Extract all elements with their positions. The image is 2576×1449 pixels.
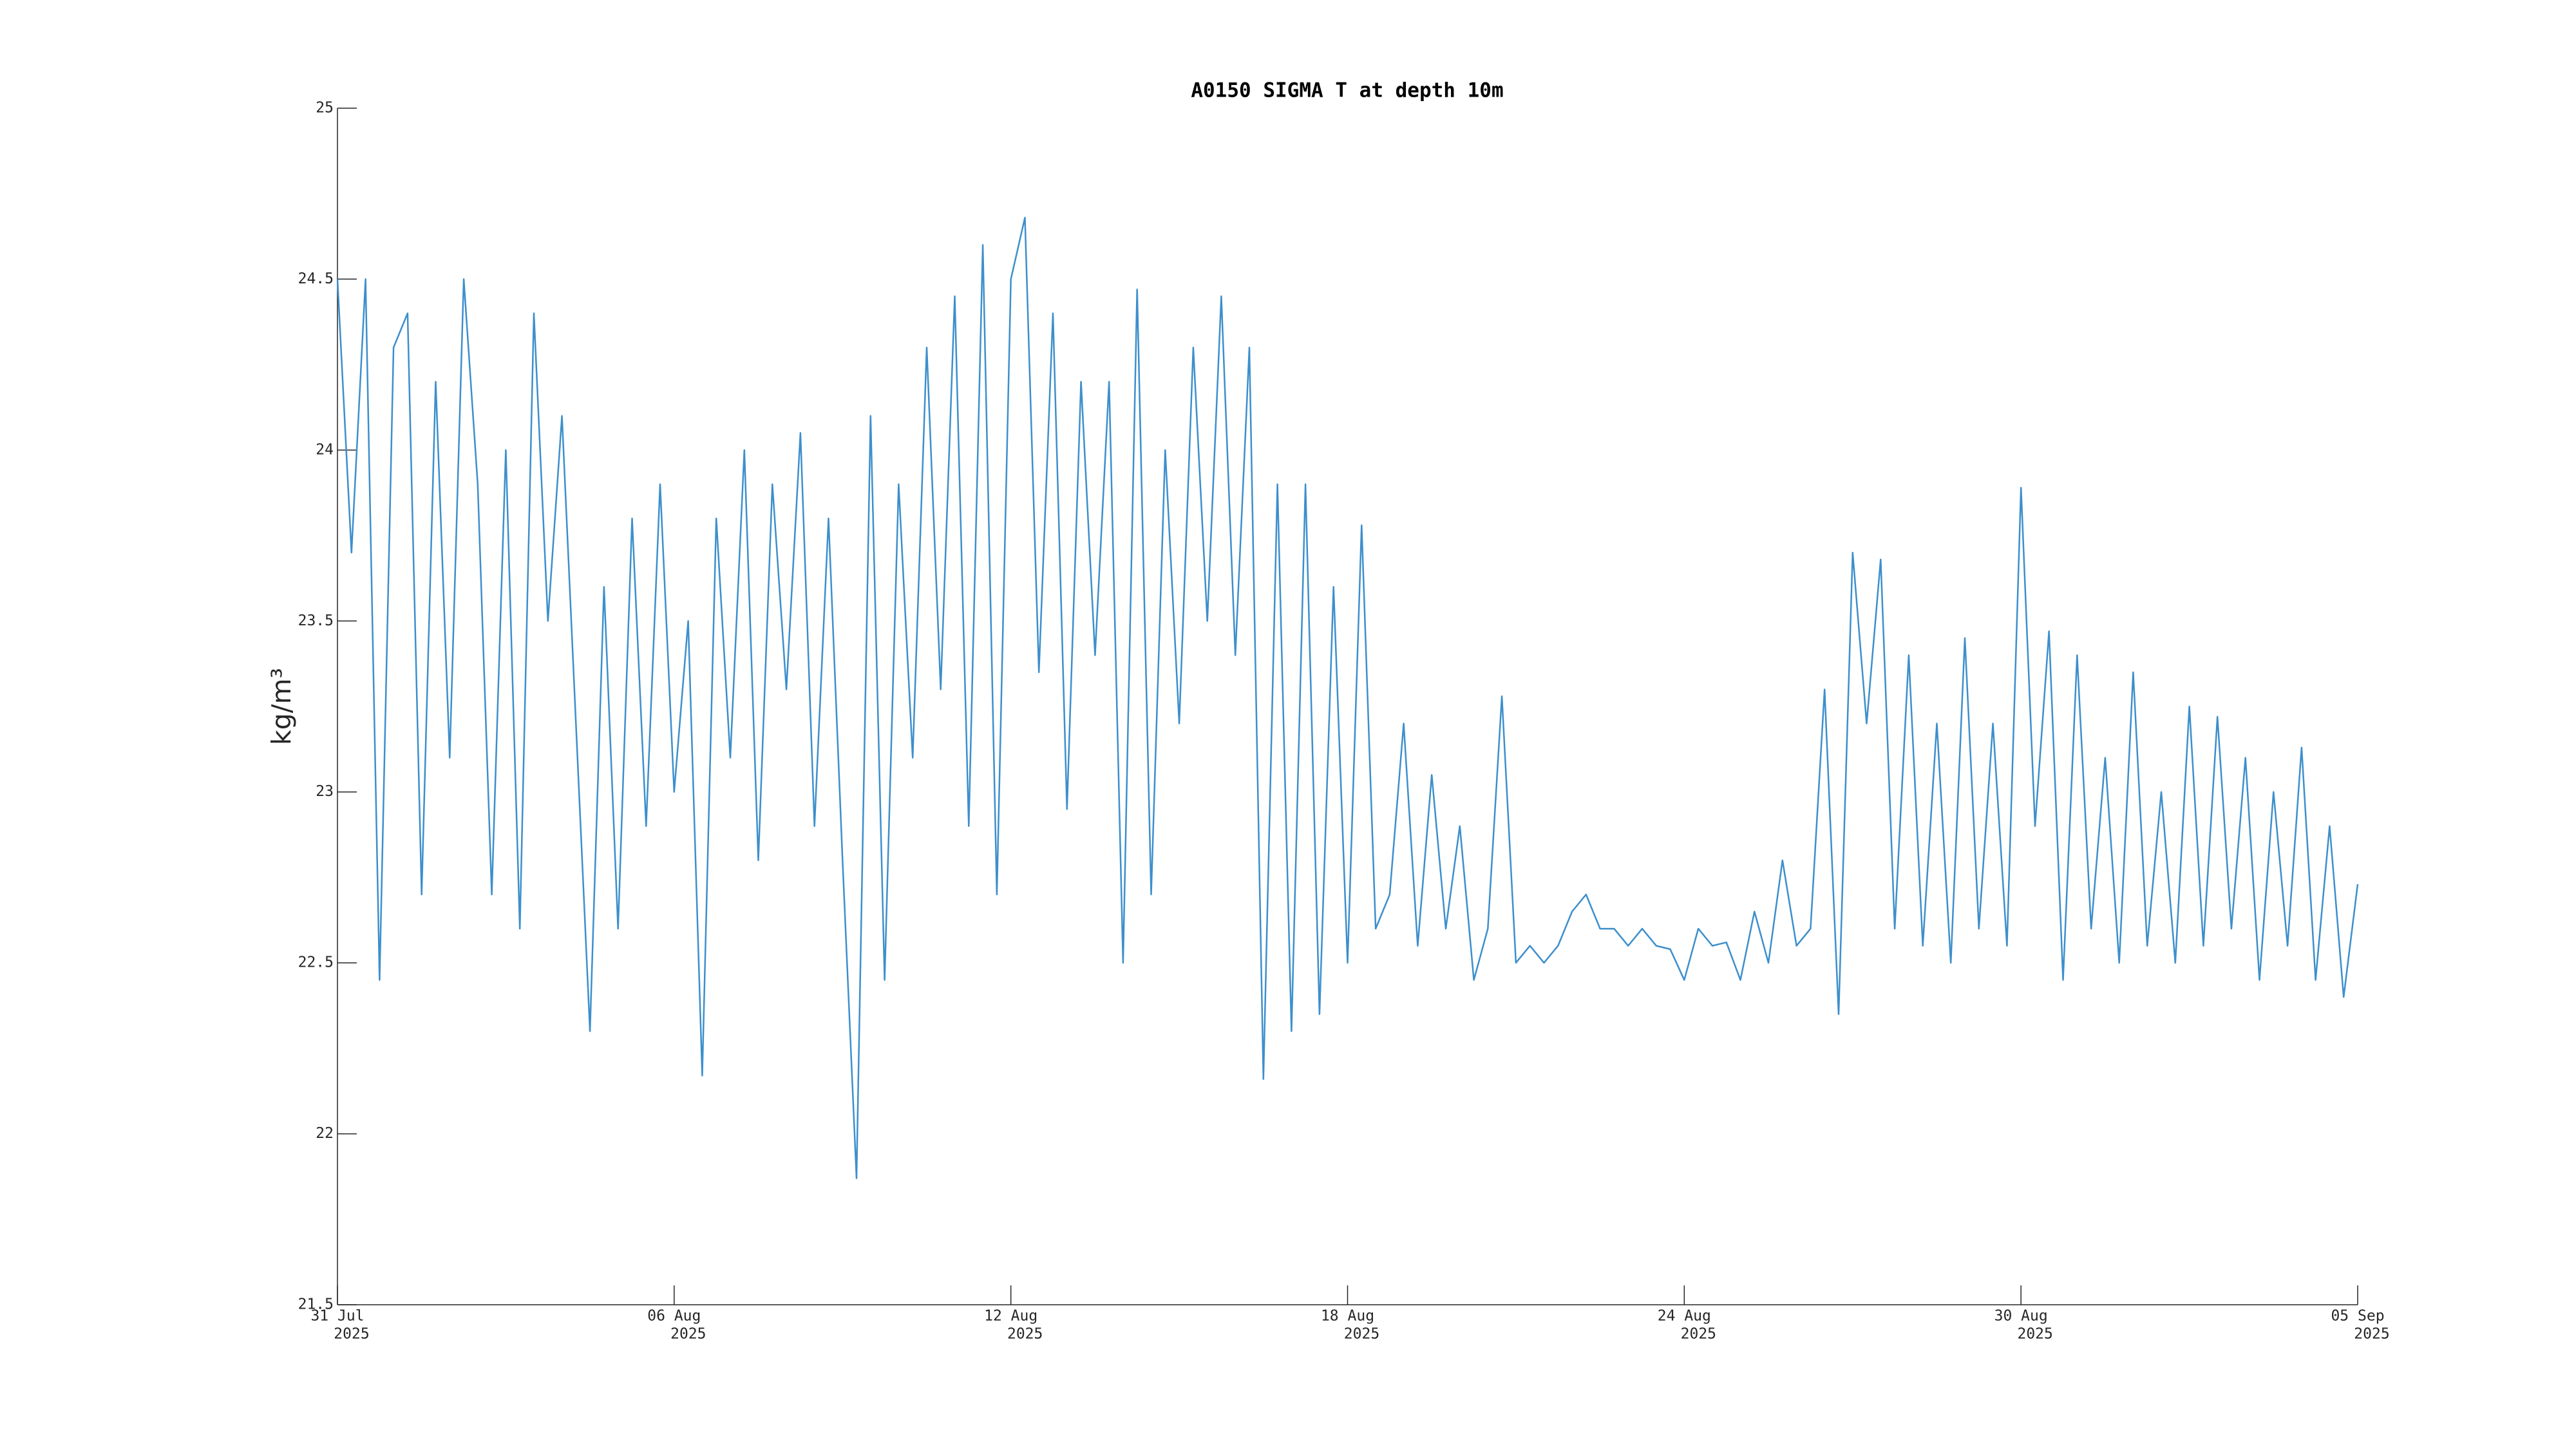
x-tick-sublabel: 2025	[2017, 1326, 2052, 1343]
x-tick-label: 31 Jul	[310, 1308, 364, 1325]
x-tick-sublabel: 2025	[1681, 1326, 1716, 1343]
x-tick-label: 30 Aug	[1994, 1308, 2048, 1325]
y-tick-label: 24	[316, 441, 334, 458]
x-tick-sublabel: 2025	[1007, 1326, 1043, 1343]
y-axis-label: kg/m³	[266, 668, 297, 745]
data-line	[336, 216, 2359, 1179]
y-tick-label: 21.5	[298, 1296, 334, 1313]
x-tick-label: 05 Sep	[2331, 1308, 2384, 1325]
x-tick-sublabel: 2025	[334, 1326, 369, 1343]
x-tick-label: 06 Aug	[647, 1308, 701, 1325]
x-tick-sublabel: 2025	[670, 1326, 706, 1343]
y-tick-label: 22.5	[298, 954, 334, 971]
x-tick-sublabel: 2025	[1344, 1326, 1379, 1343]
x-tick-label: 12 Aug	[984, 1308, 1037, 1325]
x-tick-label: 18 Aug	[1321, 1308, 1374, 1325]
x-tick-sublabel: 2025	[2354, 1326, 2389, 1343]
y-tick-label: 23.5	[298, 612, 334, 629]
x-tick-label: 24 Aug	[1658, 1308, 1711, 1325]
y-tick-label: 23	[316, 783, 334, 800]
y-tick-label: 25	[316, 100, 334, 117]
chart-title: A0150 SIGMA T at depth 10m	[1191, 79, 1503, 102]
y-tick-label: 22	[316, 1125, 334, 1142]
y-tick-label: 24.5	[298, 270, 334, 287]
